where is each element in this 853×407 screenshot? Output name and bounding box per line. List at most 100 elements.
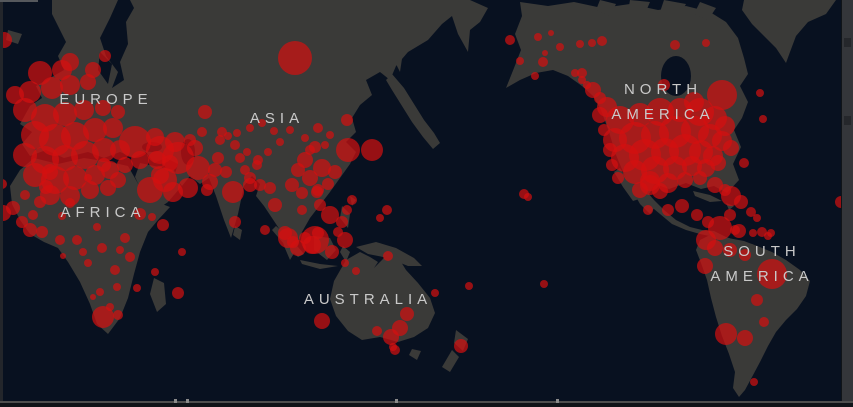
outbreak-bubble[interactable] bbox=[296, 187, 308, 199]
outbreak-bubble[interactable] bbox=[23, 163, 47, 187]
outbreak-bubble[interactable] bbox=[110, 172, 126, 188]
outbreak-bubble[interactable] bbox=[691, 209, 703, 221]
outbreak-bubble[interactable] bbox=[756, 89, 764, 97]
outbreak-bubble[interactable] bbox=[382, 205, 392, 215]
outbreak-bubble[interactable] bbox=[286, 126, 294, 134]
outbreak-bubble[interactable] bbox=[146, 128, 164, 146]
outbreak-bubble[interactable] bbox=[759, 115, 767, 123]
outbreak-bubble[interactable] bbox=[326, 131, 334, 139]
outbreak-bubble[interactable] bbox=[197, 127, 207, 137]
outbreak-bubble[interactable] bbox=[208, 163, 222, 177]
outbreak-bubble[interactable] bbox=[133, 284, 141, 292]
outbreak-bubble[interactable] bbox=[750, 378, 758, 386]
outbreak-bubble[interactable] bbox=[400, 307, 414, 321]
outbreak-bubble[interactable] bbox=[235, 153, 245, 163]
outbreak-bubble[interactable] bbox=[65, 198, 75, 208]
outbreak-bubble[interactable] bbox=[578, 76, 586, 84]
outbreak-bubble[interactable] bbox=[74, 100, 94, 120]
outbreak-bubble[interactable] bbox=[97, 243, 107, 253]
outbreak-bubble[interactable] bbox=[321, 206, 339, 224]
outbreak-bubble[interactable] bbox=[342, 205, 352, 215]
outbreak-bubble[interactable] bbox=[58, 212, 66, 220]
outbreak-bubble[interactable] bbox=[767, 229, 775, 237]
outbreak-bubble[interactable] bbox=[313, 123, 323, 133]
outbreak-bubble[interactable] bbox=[693, 171, 707, 185]
outbreak-bubble[interactable] bbox=[708, 216, 732, 240]
outbreak-bubble[interactable] bbox=[702, 39, 710, 47]
outbreak-bubble[interactable] bbox=[95, 100, 111, 116]
outbreak-bubble[interactable] bbox=[524, 193, 532, 201]
outbreak-bubble[interactable] bbox=[113, 283, 121, 291]
outbreak-bubble[interactable] bbox=[321, 141, 329, 149]
outbreak-bubble[interactable] bbox=[534, 33, 542, 41]
outbreak-bubble[interactable] bbox=[302, 170, 318, 186]
outbreak-bubble[interactable] bbox=[723, 140, 739, 156]
outbreak-bubble[interactable] bbox=[19, 81, 41, 103]
outbreak-bubble[interactable] bbox=[670, 40, 680, 50]
outbreak-bubble[interactable] bbox=[336, 138, 360, 162]
outbreak-bubble[interactable] bbox=[233, 129, 241, 137]
outbreak-bubble[interactable] bbox=[148, 213, 156, 221]
outbreak-bubble[interactable] bbox=[125, 252, 135, 262]
outbreak-bubble[interactable] bbox=[347, 195, 357, 205]
outbreak-bubble[interactable] bbox=[505, 35, 515, 45]
outbreak-bubble[interactable] bbox=[13, 98, 37, 122]
outbreak-bubble[interactable] bbox=[39, 180, 53, 194]
outbreak-bubble[interactable] bbox=[113, 310, 123, 320]
outbreak-bubble[interactable] bbox=[34, 196, 46, 208]
outbreak-bubble[interactable] bbox=[110, 140, 130, 160]
outbreak-bubble[interactable] bbox=[322, 178, 334, 190]
outbreak-bubble[interactable] bbox=[732, 224, 746, 238]
outbreak-bubble[interactable] bbox=[96, 288, 104, 296]
outbreak-bubble[interactable] bbox=[131, 151, 149, 169]
outbreak-bubble[interactable] bbox=[264, 182, 276, 194]
outbreak-bubble[interactable] bbox=[276, 138, 284, 146]
outbreak-bubble[interactable] bbox=[376, 214, 384, 222]
outbreak-bubble[interactable] bbox=[117, 157, 133, 173]
outbreak-bubble[interactable] bbox=[612, 172, 624, 184]
outbreak-bubble[interactable] bbox=[540, 280, 548, 288]
outbreak-bubble[interactable] bbox=[220, 166, 232, 178]
outbreak-bubble[interactable] bbox=[341, 114, 353, 126]
outbreak-bubble[interactable] bbox=[383, 251, 393, 261]
outbreak-bubble[interactable] bbox=[36, 226, 48, 238]
outbreak-bubble[interactable] bbox=[675, 199, 689, 213]
outbreak-bubble[interactable] bbox=[710, 155, 726, 171]
outbreak-bubble[interactable] bbox=[454, 339, 468, 353]
outbreak-bubble[interactable] bbox=[20, 190, 30, 200]
outbreak-bubble[interactable] bbox=[268, 198, 282, 212]
outbreak-bubble[interactable] bbox=[16, 216, 28, 228]
outbreak-bubble[interactable] bbox=[751, 294, 763, 306]
outbreak-bubble[interactable] bbox=[258, 119, 266, 127]
outbreak-bubble[interactable] bbox=[682, 156, 702, 176]
outbreak-bubble[interactable] bbox=[389, 343, 397, 351]
outbreak-bubble[interactable] bbox=[93, 223, 101, 231]
outbreak-bubble[interactable] bbox=[542, 50, 548, 56]
outbreak-bubble[interactable] bbox=[297, 205, 307, 215]
outbreak-bubble[interactable] bbox=[92, 306, 114, 328]
outbreak-bubble[interactable] bbox=[230, 140, 240, 150]
outbreak-bubble[interactable] bbox=[13, 143, 37, 167]
outbreak-bubble[interactable] bbox=[187, 140, 203, 156]
outbreak-bubble[interactable] bbox=[746, 207, 756, 217]
outbreak-bubble[interactable] bbox=[576, 40, 584, 48]
outbreak-bubble[interactable] bbox=[79, 248, 87, 256]
outbreak-bubble[interactable] bbox=[668, 98, 692, 122]
outbreak-bubble[interactable] bbox=[270, 127, 278, 135]
outbreak-bubble[interactable] bbox=[84, 174, 92, 182]
outbreak-bubble[interactable] bbox=[252, 160, 262, 170]
timeline-track[interactable] bbox=[0, 399, 853, 407]
outbreak-bubble[interactable] bbox=[71, 141, 99, 169]
outbreak-bubble[interactable] bbox=[628, 103, 652, 127]
outbreak-bubble[interactable] bbox=[739, 158, 749, 168]
outbreak-bubble[interactable] bbox=[556, 43, 564, 51]
outbreak-bubble[interactable] bbox=[285, 178, 299, 192]
outbreak-bubble[interactable] bbox=[229, 216, 241, 228]
outbreak-bubble[interactable] bbox=[734, 195, 748, 209]
outbreak-bubble[interactable] bbox=[603, 143, 617, 157]
outbreak-bubble[interactable] bbox=[739, 249, 751, 261]
outbreak-bubble[interactable] bbox=[677, 172, 693, 188]
outbreak-bubble[interactable] bbox=[715, 323, 737, 345]
outbreak-bubble[interactable] bbox=[110, 265, 120, 275]
